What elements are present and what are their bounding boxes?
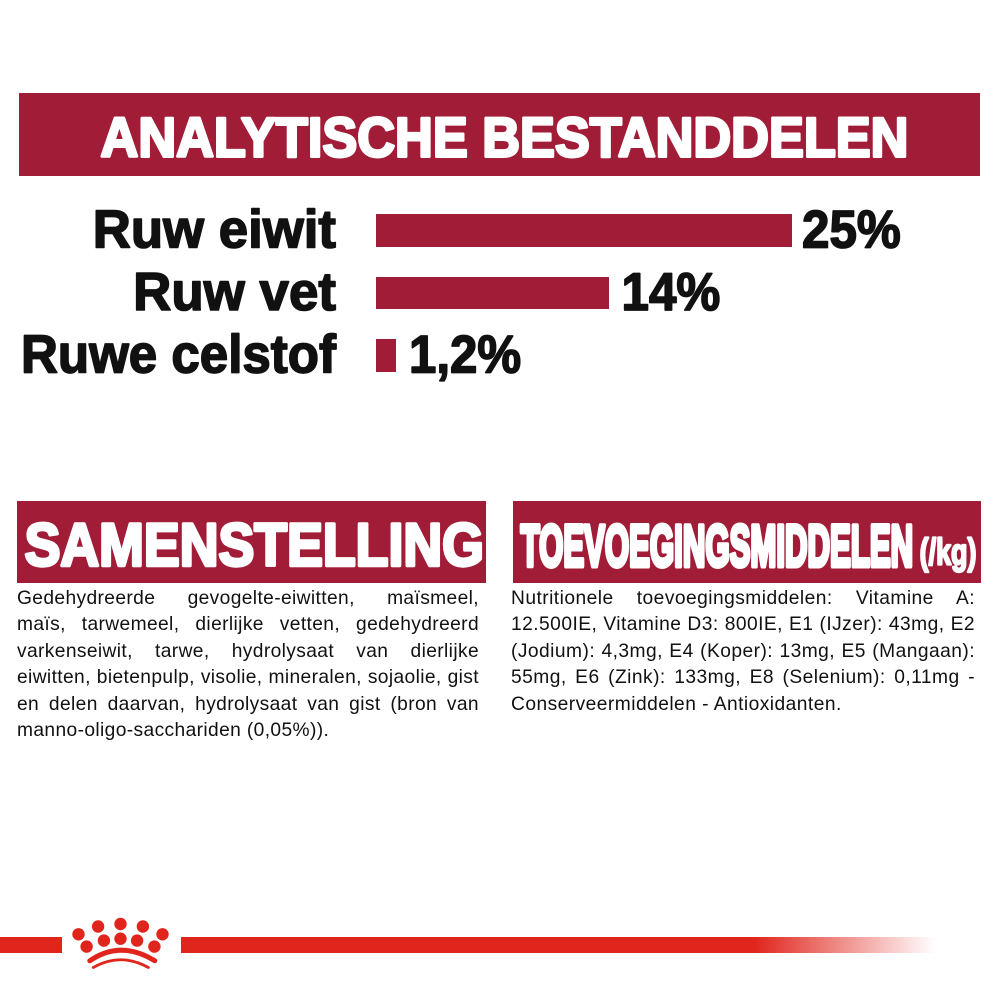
svg-text:SAMENSTELLING: SAMENSTELLING	[25, 512, 484, 580]
svg-text:TOEVOEGINGSMIDDELEN: TOEVOEGINGSMIDDELEN	[521, 514, 914, 579]
svg-text:ANALYTISCHE BESTANDDELEN: ANALYTISCHE BESTANDDELEN	[101, 107, 909, 169]
svg-text:Ruwe celstof: Ruwe celstof	[21, 324, 336, 385]
svg-text:14%: 14%	[622, 263, 721, 322]
svg-text:Ruw vet: Ruw vet	[133, 263, 336, 323]
svg-text:1,2%: 1,2%	[409, 325, 521, 384]
svg-text:(/kg): (/kg)	[920, 531, 977, 572]
svg-text:25%: 25%	[802, 200, 901, 259]
svg-text:Ruw eiwit: Ruw eiwit	[93, 200, 336, 260]
